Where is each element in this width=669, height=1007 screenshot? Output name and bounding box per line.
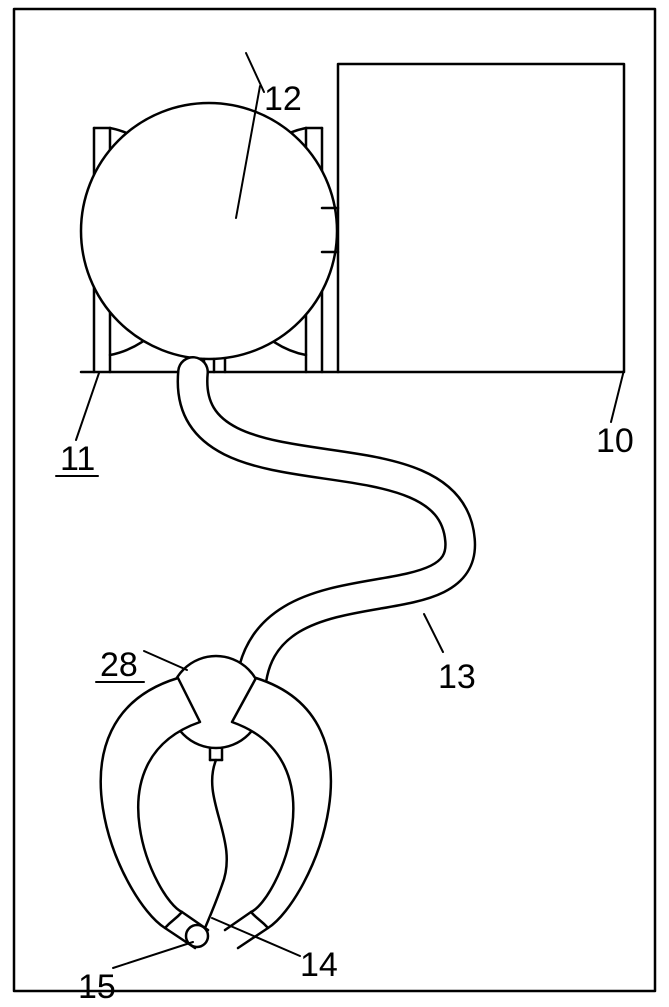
label-11: 11 xyxy=(60,440,95,479)
label-10: 10 xyxy=(596,422,634,461)
label-14: 14 xyxy=(300,946,338,985)
label-28: 28 xyxy=(100,646,138,685)
label-12: 12 xyxy=(264,80,302,119)
label-15: 15 xyxy=(78,968,116,1007)
technical-diagram xyxy=(0,0,669,1000)
label-13: 13 xyxy=(438,658,476,697)
